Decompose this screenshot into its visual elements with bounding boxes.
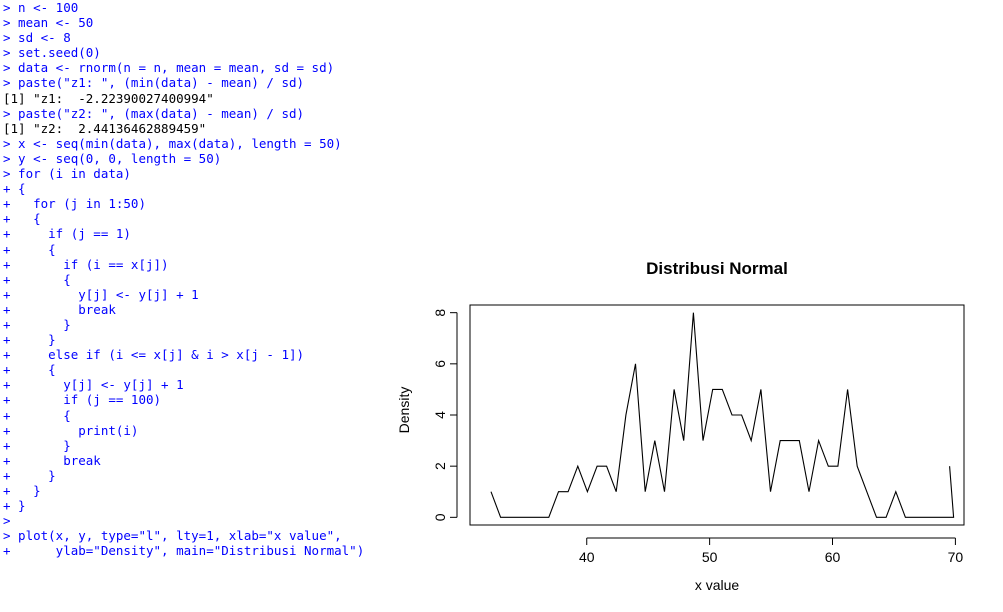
console-command-line: > sd <- 8: [3, 30, 71, 46]
console-command-line: > data <- rnorm(n = n, mean = mean, sd =…: [3, 60, 335, 76]
console-command-line: + if (j == 100): [3, 392, 162, 408]
console-command-line: + for (j in 1:50): [3, 196, 146, 212]
chart-title: Distribusi Normal: [646, 259, 788, 278]
console-command-line: > x <- seq(min(data), max(data), length …: [3, 135, 342, 151]
console-command-line: + print(i): [3, 422, 139, 438]
console-output-line: [1] "z1: -2.22390027400994": [3, 90, 214, 106]
console-output-line: [1] "z2: 2.44136462889459": [3, 120, 207, 136]
x-tick-label: 40: [579, 549, 595, 565]
density-series-line: [490, 312, 955, 518]
console-command-line: + }: [3, 498, 26, 514]
x-tick-label: 50: [702, 549, 718, 565]
console-command-line: + {: [3, 181, 26, 197]
console-command-line: + if (j == 1): [3, 226, 131, 242]
y-tick-label: 4: [432, 411, 448, 419]
line-plot: Distribusi Normal x value Density 40 50 60…: [396, 259, 965, 593]
y-tick-label: 8: [432, 309, 448, 317]
plot-window: Distribusi Normal x value Density 40 50 60…: [380, 240, 1003, 612]
plot-frame: [469, 304, 965, 526]
y-tick-label: 0: [432, 513, 448, 521]
console-command-line: > n <- 100: [3, 0, 79, 15]
x-tick-label: 70: [948, 549, 964, 565]
console-command-line: + y[j] <- y[j] + 1: [3, 377, 184, 393]
console-command-line: + }: [3, 483, 41, 498]
console-command-line: + }: [3, 332, 56, 348]
console-command-line: > for (i in data): [3, 166, 131, 182]
console-command-line: > mean <- 50: [3, 15, 94, 31]
console-command-line: > set.seed(0): [3, 45, 101, 61]
console-command-line: + else if (i <= x[j] & i > x[j - 1]): [3, 347, 305, 363]
console-command-line: + y[j] <- y[j] + 1: [3, 286, 199, 302]
console-command-line: > plot(x, y, type="l", lty=1, xlab="x va…: [3, 528, 342, 544]
console-command-line: + break: [3, 301, 116, 317]
console-command-line: + break: [3, 452, 101, 468]
console-command-line: + ylab="Density", main="Distribusi Norma…: [3, 543, 365, 559]
console-command-line: + {: [3, 211, 41, 227]
console-command-line: + {: [3, 362, 56, 378]
console-command-line: + }: [3, 437, 71, 453]
y-tick-label: 2: [432, 462, 448, 470]
console-command-line: + }: [3, 316, 71, 332]
x-axis-label: x value: [695, 577, 740, 593]
y-axis-label: Density: [396, 387, 412, 434]
console-command-line: >: [3, 513, 11, 529]
console-command-line: + {: [3, 407, 71, 423]
console-command-line: + if (i == x[j]): [3, 256, 169, 272]
y-tick-label: 6: [432, 360, 448, 368]
console-command-line: > y <- seq(0, 0, length = 50): [3, 150, 222, 166]
console-command-line: > paste("z2: ", (max(data) - mean) / sd): [3, 105, 305, 121]
r-console[interactable]: > n <- 100 > mean <- 50 > sd <- 8 > set.see…: [3, 0, 423, 612]
x-tick-label: 60: [825, 549, 841, 565]
console-command-line: + {: [3, 271, 71, 287]
console-command-line: + }: [3, 467, 56, 483]
console-command-line: > paste("z1: ", (min(data) - mean) / sd): [3, 75, 305, 91]
console-command-line: + {: [3, 241, 56, 257]
